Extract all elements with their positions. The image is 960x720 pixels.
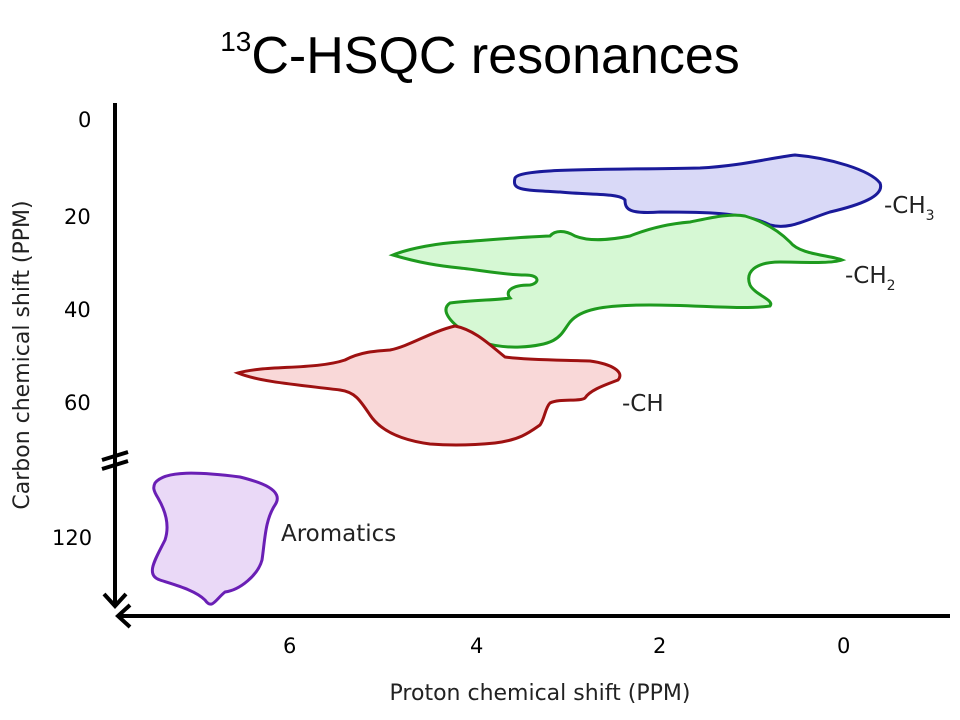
x-axis-arrowhead — [115, 603, 132, 629]
y-tick-label: 60 — [64, 391, 91, 415]
x-tick-label: 6 — [283, 634, 296, 658]
diagram-title: 13C-HSQC resonances — [0, 26, 960, 86]
y-tick-label: 0 — [78, 108, 91, 132]
label-ch: -CH — [622, 391, 664, 417]
y-tick-label: 120 — [52, 526, 92, 550]
y-tick-label: 20 — [64, 205, 91, 229]
label-ch2: -CH2 — [845, 263, 896, 294]
x-tick-label: 4 — [470, 634, 483, 658]
region-ch — [233, 324, 622, 447]
label-ch3: -CH3 — [884, 193, 935, 224]
y-axis-arrowhead — [102, 592, 128, 609]
label-aromatics: Aromatics — [281, 521, 396, 547]
y-axis-break-2 — [101, 459, 129, 471]
region-ch2 — [388, 213, 847, 349]
title-superscript: 13 — [220, 25, 252, 57]
x-tick-label: 2 — [653, 634, 666, 658]
y-tick-label: 40 — [64, 298, 91, 322]
region-aromatics — [150, 471, 279, 606]
x-axis-label: Proton chemical shift (PPM) — [390, 681, 691, 706]
region-ch3 — [512, 153, 883, 228]
x-tick-label: 0 — [837, 634, 850, 658]
title-main: C-HSQC resonances — [251, 27, 740, 85]
y-axis-break-1 — [101, 450, 129, 462]
y-axis-label: Carbon chemical shift (PPM) — [10, 200, 35, 509]
